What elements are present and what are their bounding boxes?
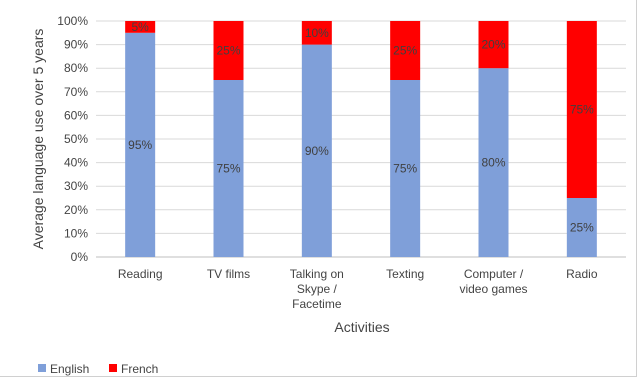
y-axis-title: Average language use over 5 years bbox=[30, 29, 46, 250]
data-label-french: 75% bbox=[570, 103, 594, 117]
legend-label-english: English bbox=[50, 362, 89, 376]
bar-english-5 bbox=[566, 198, 597, 257]
bar-french-4 bbox=[478, 21, 509, 69]
x-category-label: Radio bbox=[566, 267, 598, 281]
data-label-english: 95% bbox=[128, 138, 152, 152]
bars bbox=[125, 21, 597, 257]
gridlines bbox=[96, 20, 626, 258]
x-category-label: Skype / bbox=[297, 282, 338, 296]
x-axis-title: Activities bbox=[334, 319, 389, 335]
y-tick-label: 0% bbox=[71, 250, 89, 264]
x-category-label: Computer / bbox=[464, 267, 524, 281]
bar-english-2 bbox=[301, 44, 332, 257]
x-category-label: Talking on bbox=[290, 267, 344, 281]
x-category-label: TV films bbox=[207, 267, 250, 281]
legend-swatch-english bbox=[38, 364, 46, 372]
legend-label-french: French bbox=[121, 362, 158, 376]
bar-french-5 bbox=[566, 21, 597, 198]
bar-french-1 bbox=[213, 21, 244, 80]
bar-french-2 bbox=[301, 21, 332, 45]
data-label-english: 25% bbox=[570, 221, 594, 235]
bar-english-1 bbox=[213, 80, 244, 257]
y-tick-label: 20% bbox=[64, 203, 88, 217]
y-tick-label: 40% bbox=[64, 156, 88, 170]
data-label-english: 90% bbox=[305, 144, 329, 158]
y-tick-labels: 0% 10% 20% 30% 40% 50% 60% 70% 80% 90% 100% bbox=[57, 14, 88, 264]
y-tick-label: 50% bbox=[64, 132, 88, 146]
data-label-french: 25% bbox=[216, 44, 240, 58]
x-category-label: Facetime bbox=[292, 297, 342, 311]
bar-english-3 bbox=[390, 80, 421, 257]
y-tick-label: 80% bbox=[64, 61, 88, 75]
y-tick-label: 10% bbox=[64, 226, 88, 240]
data-label-english: 75% bbox=[393, 162, 417, 176]
data-label-french: 5% bbox=[131, 20, 149, 34]
y-tick-label: 90% bbox=[64, 38, 88, 52]
y-tick-label: 70% bbox=[64, 85, 88, 99]
x-category-label: Reading bbox=[118, 267, 163, 281]
x-category-label: Texting bbox=[386, 267, 424, 281]
bar-french-3 bbox=[390, 21, 421, 80]
bar-english-4 bbox=[478, 68, 509, 257]
data-label-english: 80% bbox=[481, 156, 505, 170]
y-tick-label: 30% bbox=[64, 179, 88, 193]
y-tick-label: 100% bbox=[57, 14, 88, 28]
legend: English French bbox=[38, 362, 158, 376]
bar-french-0 bbox=[125, 21, 156, 33]
y-tick-label: 60% bbox=[64, 108, 88, 122]
data-label-french: 25% bbox=[393, 44, 417, 58]
data-label-english: 75% bbox=[216, 162, 240, 176]
legend-swatch-french bbox=[109, 364, 117, 372]
data-label-french: 10% bbox=[305, 26, 329, 40]
bar-english-0 bbox=[125, 32, 156, 257]
data-labels: 95% 5% 75% 25% 90% 10% 75% 25% 80% 20% 25% 75% bbox=[128, 20, 594, 235]
x-category-label: video games bbox=[459, 282, 527, 296]
data-label-french: 20% bbox=[481, 38, 505, 52]
